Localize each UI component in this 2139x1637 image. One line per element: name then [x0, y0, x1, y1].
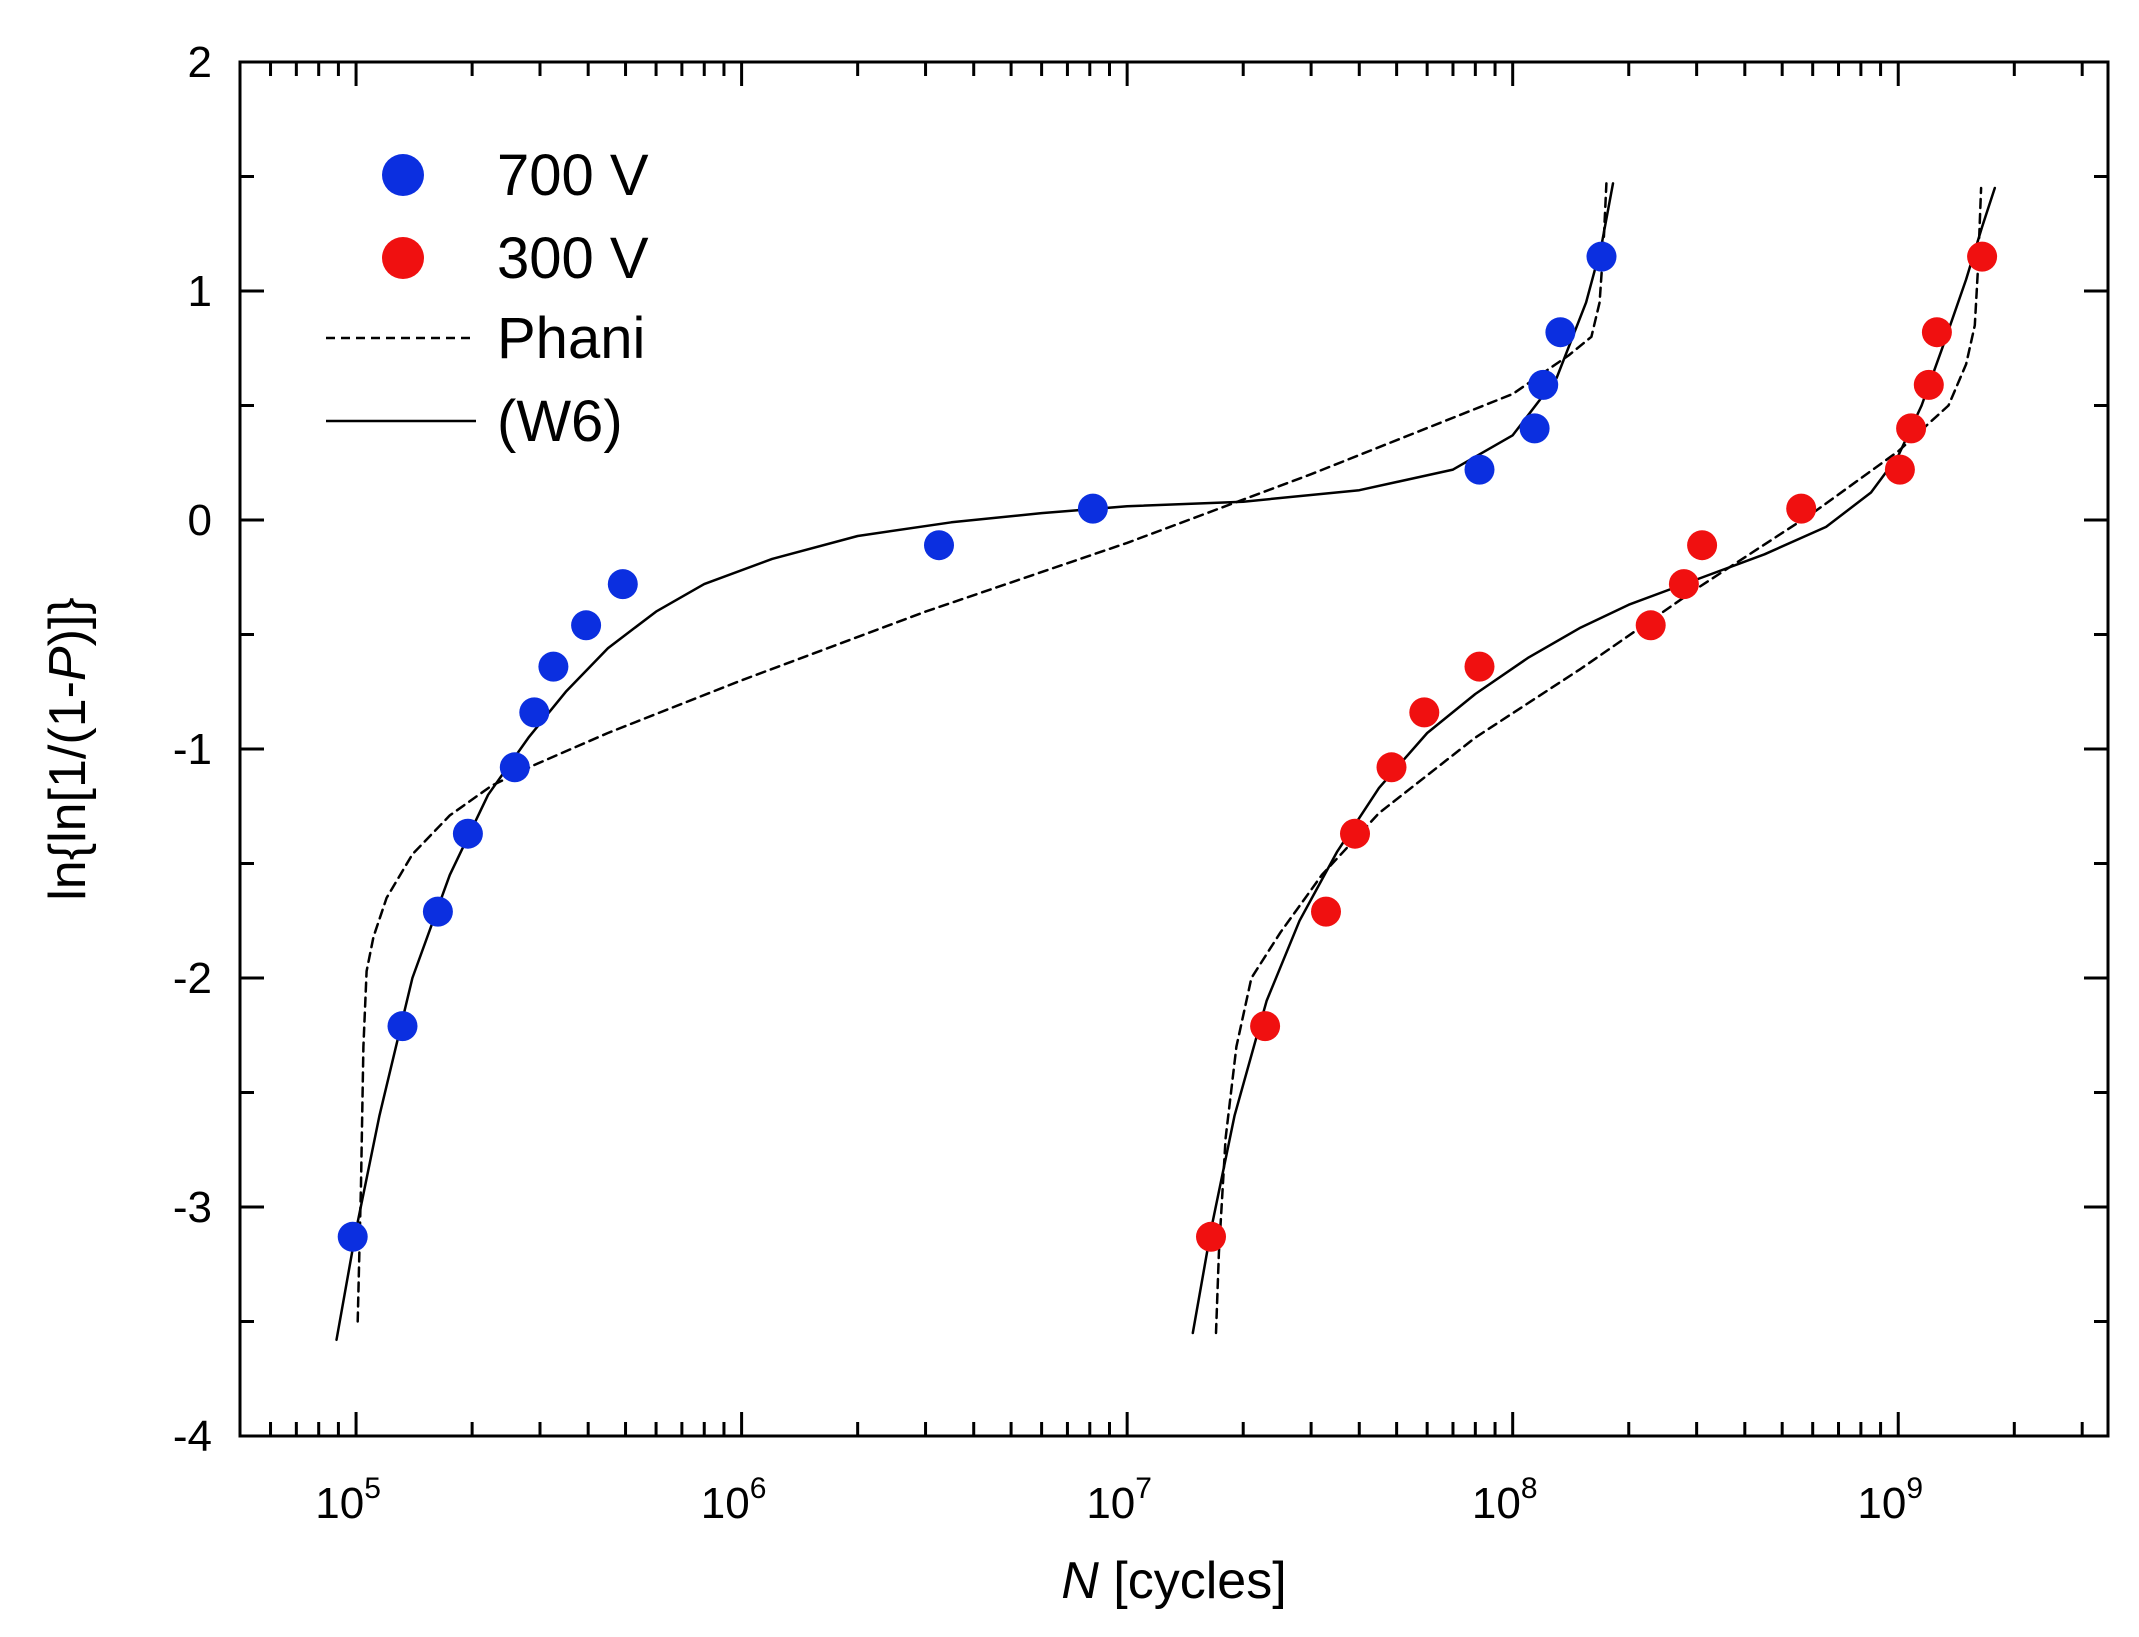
data-point-300v [1967, 241, 1998, 272]
y-tick-label: 0 [188, 496, 212, 545]
data-point-300v [1250, 1011, 1281, 1042]
x-tick-label: 106 [701, 1472, 767, 1528]
data-point-300v [1786, 493, 1817, 524]
data-point-700v [519, 697, 550, 728]
data-point-300v [1668, 569, 1699, 600]
data-point-700v [387, 1011, 418, 1042]
data-point-300v [1409, 697, 1440, 728]
data-point-700v [1464, 454, 1495, 485]
data-point-300v [1635, 610, 1666, 641]
y-tick-label: -1 [173, 725, 212, 774]
data-point-700v [1586, 241, 1617, 272]
data-point-700v [1528, 369, 1559, 400]
data-point-700v [538, 651, 569, 682]
axis-ticks [238, 60, 2108, 1438]
data-point-300v [1311, 896, 1341, 927]
y-tick-label: -3 [173, 1183, 212, 1232]
data-point-300v [1340, 818, 1370, 849]
data-point-300v [1687, 530, 1718, 561]
plot-frame [238, 60, 2110, 1438]
data-point-300v [1376, 752, 1407, 783]
legend-label-300v: 300 V [497, 226, 649, 291]
tick-labels: 2 1 0 -1 -2 -3 -4 105 106 107 108 109 [173, 38, 1923, 1528]
legend-label-700v: 700 V [497, 143, 649, 208]
legend-marker-700v [382, 154, 424, 196]
data-point-700v [571, 610, 602, 641]
legend-label-w6: (W6) [497, 389, 623, 454]
data-point-300v [1196, 1221, 1226, 1252]
data-points [337, 241, 1998, 1252]
w6-curve-300v [1191, 186, 1997, 1335]
x-tick-label: 109 [1857, 1472, 1923, 1528]
data-point-300v [1913, 369, 1944, 400]
phani-curve-300v [1214, 186, 1983, 1335]
legend: 700 V 300 V Phani (W6) [326, 143, 649, 454]
data-point-700v [452, 818, 483, 849]
data-point-700v [924, 530, 954, 561]
phani-curve-700v [356, 182, 1608, 1323]
data-point-700v [1519, 413, 1550, 444]
y-tick-label: 2 [188, 38, 212, 87]
x-tick-label: 107 [1086, 1472, 1152, 1528]
y-tick-label: -4 [173, 1412, 212, 1461]
data-point-300v [1921, 317, 1952, 348]
data-point-700v [422, 896, 453, 927]
x-tick-label: 105 [315, 1472, 381, 1528]
data-point-700v [607, 569, 638, 600]
data-point-300v [1464, 651, 1495, 682]
y-tick-label: 1 [188, 267, 212, 316]
data-point-300v [1896, 413, 1927, 444]
data-point-300v [1884, 454, 1915, 485]
legend-marker-300v [382, 237, 424, 279]
x-axis-title: N [cycles] [1061, 1552, 1286, 1610]
data-point-700v [1545, 317, 1576, 348]
y-axis-title: ln{ln[1/(1-P)]} [39, 597, 97, 901]
data-point-700v [337, 1221, 368, 1252]
y-tick-label: -2 [173, 954, 212, 1003]
data-point-700v [1077, 493, 1108, 524]
legend-label-phani: Phani [497, 306, 645, 371]
data-point-700v [499, 752, 530, 783]
x-tick-label: 108 [1472, 1472, 1538, 1528]
